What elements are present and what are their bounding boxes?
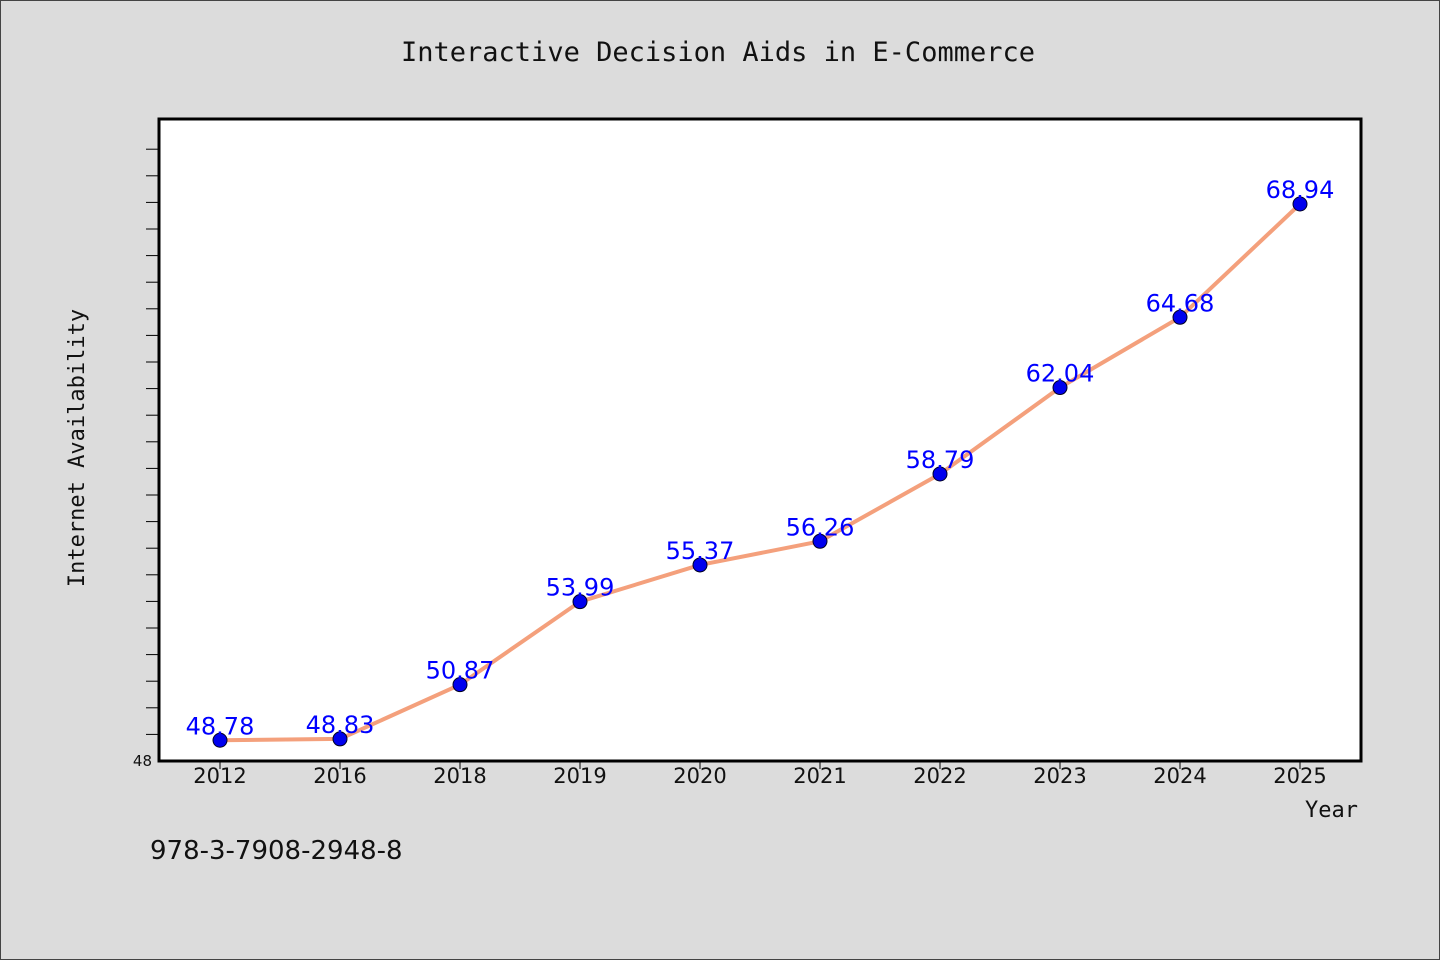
data-point <box>572 594 588 610</box>
data-point <box>932 466 948 482</box>
data-point <box>1052 380 1068 396</box>
x-tick-label: 2022 <box>913 764 966 788</box>
data-point <box>1172 309 1188 325</box>
series-line-group <box>219 202 1302 743</box>
x-tick-label: 2021 <box>793 764 846 788</box>
data-label: 62.04 <box>1026 360 1095 388</box>
data-point <box>452 677 468 693</box>
data-label: 50.87 <box>426 657 495 685</box>
x-tick-label: 2016 <box>313 764 366 788</box>
plot-area <box>157 117 1363 763</box>
series-line <box>219 202 1302 743</box>
chart-title: Interactive Decision Aids in E-Commerce <box>401 37 1035 68</box>
data-label: 64.68 <box>1146 289 1215 317</box>
y-axis-ticks <box>146 148 159 735</box>
x-tick-label: 2018 <box>433 764 486 788</box>
data-point <box>212 732 228 748</box>
data-labels: 48.78 48.83 50.87 53.99 55.37 56.26 58.79 62.04… <box>186 176 1335 740</box>
data-point <box>692 557 708 573</box>
data-point <box>332 731 348 747</box>
data-label: 53.99 <box>546 574 615 602</box>
x-tick-label: 2020 <box>673 764 726 788</box>
data-label: 55.37 <box>666 537 735 565</box>
y-axis-label: Internet Availability <box>65 309 90 587</box>
x-axis-ticks: 2012 2016 2018 2019 2020 2021 2022 2023 2024 2025 <box>193 761 1327 788</box>
data-label: 48.83 <box>306 711 375 739</box>
data-label: 56.26 <box>786 513 855 541</box>
series-markers <box>212 196 1308 748</box>
data-label: 58.79 <box>906 446 975 474</box>
data-label: 48.78 <box>186 712 255 740</box>
x-axis-label: Year <box>1305 798 1358 823</box>
x-tick-label: 2024 <box>1153 764 1206 788</box>
x-tick-label: 2023 <box>1033 764 1086 788</box>
x-tick-label: 2025 <box>1273 764 1326 788</box>
isbn-text: 978-3-7908-2948-8 <box>150 836 403 866</box>
data-point <box>1292 196 1308 212</box>
data-point <box>812 533 828 549</box>
x-tick-label: 2019 <box>553 764 606 788</box>
y-tick-label: 48 <box>133 752 152 770</box>
data-label: 68.94 <box>1266 176 1335 204</box>
x-tick-label: 2012 <box>193 764 246 788</box>
